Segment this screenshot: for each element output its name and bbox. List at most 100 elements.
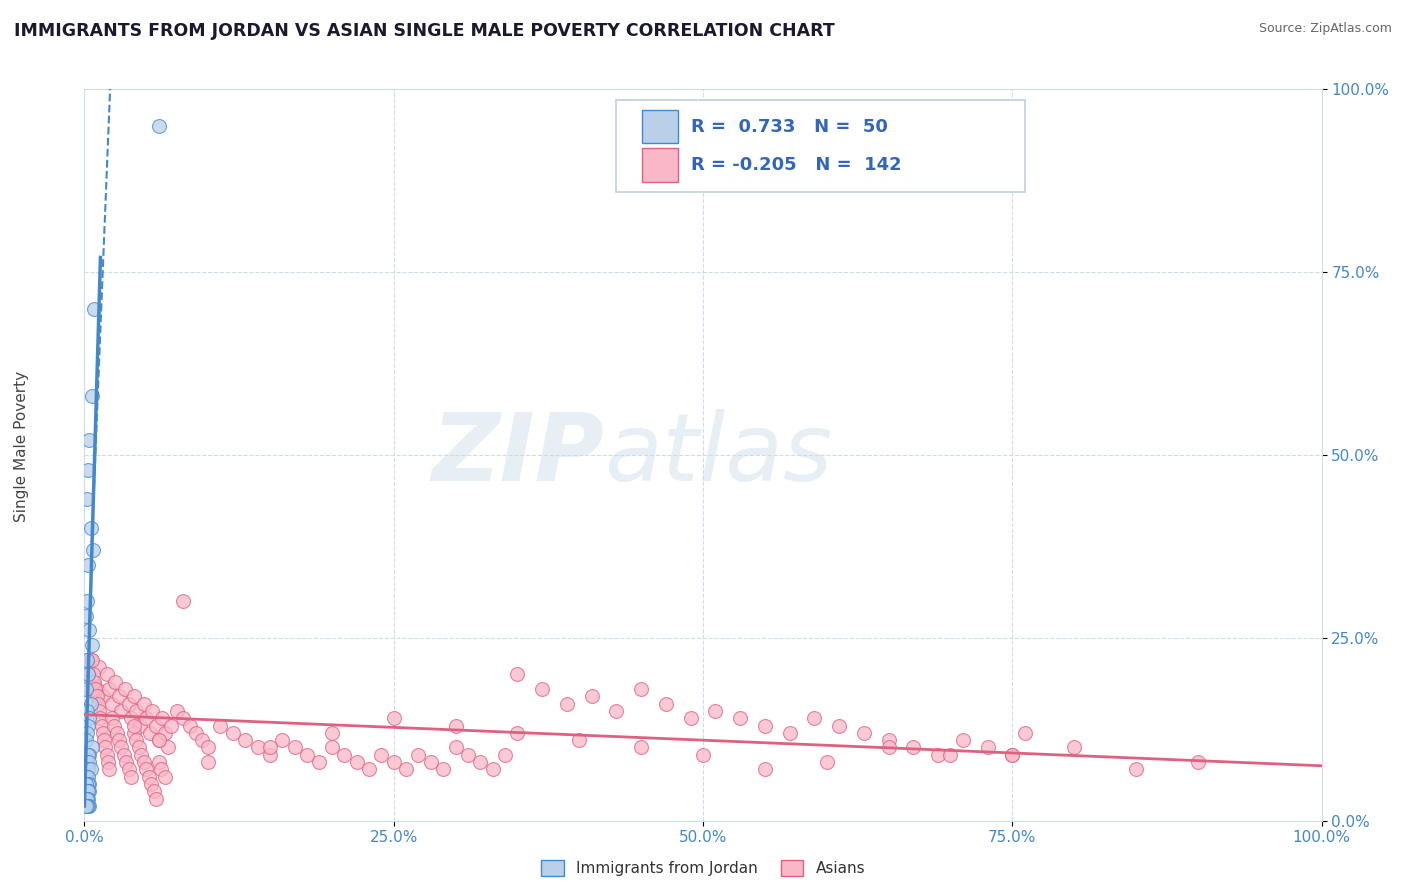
Point [114, 681, 136, 696]
FancyBboxPatch shape [616, 100, 1025, 192]
Point [877, 740, 900, 755]
Point [395, 763, 418, 777]
Point [145, 718, 167, 732]
Point [1014, 726, 1036, 740]
Point [76, 491, 98, 506]
Point [87, 697, 110, 711]
Point [1125, 763, 1147, 777]
Point [79, 799, 101, 814]
Text: IMMIGRANTS FROM JORDAN VS ASIAN SINGLE MALE POVERTY CORRELATION CHART: IMMIGRANTS FROM JORDAN VS ASIAN SINGLE M… [14, 22, 835, 40]
Point [89, 660, 111, 674]
Text: Single Male Poverty: Single Male Poverty [14, 370, 28, 522]
Point [259, 747, 281, 762]
Point [150, 711, 173, 725]
Point [172, 594, 194, 608]
Point [80, 653, 103, 667]
Point [141, 777, 163, 791]
Point [246, 740, 269, 755]
Point [77, 462, 100, 476]
Point [877, 733, 900, 747]
Point [191, 733, 214, 747]
Point [89, 704, 111, 718]
Point [828, 718, 851, 732]
Text: Source: ZipAtlas.com: Source: ZipAtlas.com [1258, 22, 1392, 36]
Point [76, 755, 98, 769]
Point [118, 697, 141, 711]
Point [77, 777, 100, 791]
Point [108, 690, 131, 704]
Point [1063, 740, 1085, 755]
Point [630, 681, 652, 696]
Point [382, 711, 405, 725]
Point [98, 681, 121, 696]
Point [98, 763, 121, 777]
Point [692, 747, 714, 762]
Point [82, 667, 104, 681]
Point [79, 434, 101, 448]
Point [125, 704, 148, 718]
Point [120, 711, 142, 725]
Point [153, 726, 176, 740]
Point [115, 755, 138, 769]
Point [80, 740, 103, 755]
Point [86, 681, 108, 696]
Point [86, 690, 108, 704]
Point [852, 726, 875, 740]
Point [803, 711, 825, 725]
Point [179, 718, 201, 732]
Point [80, 638, 103, 652]
Point [284, 740, 307, 755]
Point [655, 697, 678, 711]
Point [531, 681, 554, 696]
Point [96, 667, 118, 681]
FancyBboxPatch shape [643, 148, 678, 182]
Point [150, 763, 173, 777]
Point [122, 690, 145, 704]
Point [555, 697, 578, 711]
Point [184, 726, 207, 740]
Point [132, 755, 155, 769]
Point [79, 521, 101, 535]
Text: R = -0.205   N =  142: R = -0.205 N = 142 [690, 156, 901, 174]
Point [568, 733, 591, 747]
Point [83, 674, 105, 689]
Point [160, 718, 183, 732]
Point [939, 747, 962, 762]
Point [728, 711, 751, 725]
Point [166, 704, 188, 718]
Point [457, 747, 479, 762]
Point [197, 740, 219, 755]
Point [346, 755, 368, 769]
Point [679, 711, 702, 725]
Point [79, 624, 101, 638]
Point [122, 726, 145, 740]
Point [76, 726, 98, 740]
Point [77, 667, 100, 681]
Point [76, 777, 98, 791]
Point [197, 755, 219, 769]
Point [76, 660, 98, 674]
Point [75, 733, 97, 747]
Point [408, 747, 430, 762]
Point [132, 697, 155, 711]
Point [108, 733, 131, 747]
Point [77, 558, 100, 572]
Point [118, 763, 141, 777]
Point [259, 740, 281, 755]
Point [357, 763, 380, 777]
Point [481, 763, 503, 777]
Point [76, 791, 98, 805]
Point [122, 718, 145, 732]
Point [927, 747, 949, 762]
Point [90, 718, 112, 732]
Legend: Immigrants from Jordan, Asians: Immigrants from Jordan, Asians [534, 855, 872, 882]
Point [704, 704, 727, 718]
Point [630, 740, 652, 755]
Point [145, 791, 167, 805]
Point [89, 711, 111, 725]
Point [79, 763, 101, 777]
Point [76, 704, 98, 718]
Text: R =  0.733   N =  50: R = 0.733 N = 50 [690, 118, 887, 136]
Point [76, 791, 98, 805]
Point [209, 718, 232, 732]
